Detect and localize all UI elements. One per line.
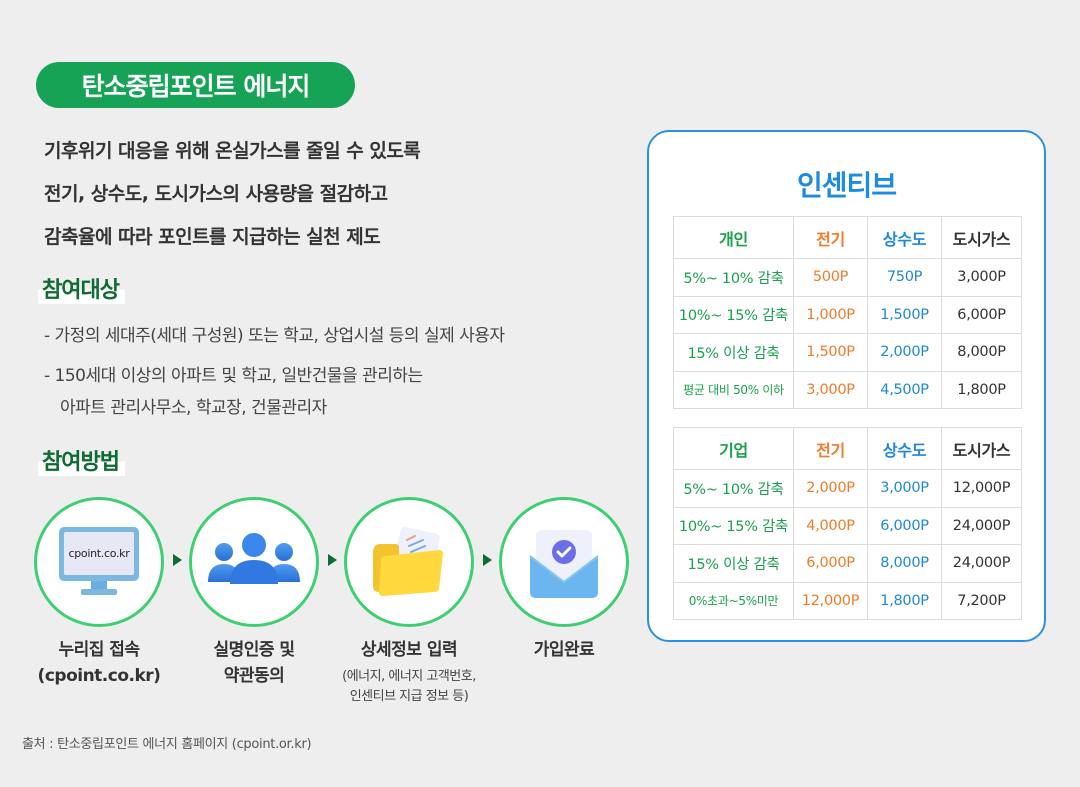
cell-gas: 24,000P: [941, 544, 1022, 583]
step-circle: [344, 497, 474, 627]
page-title: 탄소중립포인트 에너지: [36, 62, 355, 108]
monitor-icon: cpoint.co.kr: [59, 527, 139, 597]
envelope-check-icon: [529, 530, 599, 598]
cell-reduction: 0%초과~5%미만: [673, 581, 794, 620]
cell-water: 8,000P: [867, 544, 942, 583]
cell-gas: 12,000P: [941, 469, 1022, 508]
header-category: 개인: [673, 216, 794, 259]
step-label-line: 상세정보 입력: [360, 640, 458, 660]
step-label: 가입완료: [499, 637, 629, 663]
intro-line: 기후위기 대응을 위해 온실가스를 줄일 수 있도록: [44, 140, 421, 162]
cell-gas: 1,800P: [941, 370, 1022, 409]
cell-water: 2,000P: [867, 333, 942, 372]
method-heading: 참여방법: [38, 444, 125, 476]
incentive-title: 인센티브: [796, 169, 897, 202]
arrow-right-icon: [483, 554, 492, 566]
personal-incentive-table: 개인 전기 상수도 도시가스 5%~ 10% 감축 500P 750P 3,00…: [673, 216, 1022, 409]
step-label-line: 누리집 접속: [58, 640, 140, 660]
step-2: 실명인증 및 약관동의: [189, 497, 319, 689]
cell-reduction: 15% 이상 감축: [673, 333, 794, 372]
target-item-text: - 가정의 세대주(세대 구성원) 또는 학교, 상업시설 등의 실제 사용자: [44, 326, 505, 346]
table-row: 0%초과~5%미만 12,000P 1,800P 7,200P: [673, 581, 1022, 620]
cell-reduction: 10%~ 15% 감축: [673, 506, 794, 545]
cell-reduction: 5%~ 10% 감축: [673, 469, 794, 508]
cell-electricity: 1,000P: [793, 295, 868, 334]
header-electricity: 전기: [793, 427, 868, 470]
step-circle: cpoint.co.kr: [34, 497, 164, 627]
table-row: 평균 대비 50% 이하 3,000P 4,500P 1,800P: [673, 370, 1022, 409]
method-steps: cpoint.co.kr 누리집 접속 (cpoint.co.kr): [34, 497, 634, 717]
cell-water: 1,800P: [867, 581, 942, 620]
cell-electricity: 6,000P: [793, 544, 868, 583]
table-header-row: 기업 전기 상수도 도시가스: [673, 427, 1022, 470]
table-row: 5%~ 10% 감축 2,000P 3,000P 12,000P: [673, 469, 1022, 508]
cell-reduction: 평균 대비 50% 이하: [673, 370, 794, 409]
header-gas: 도시가스: [941, 216, 1022, 259]
step-circle: [189, 497, 319, 627]
cell-water: 6,000P: [867, 506, 942, 545]
target-item-text-cont: 아파트 관리사무소, 학교장, 건물관리자: [60, 398, 327, 418]
cell-reduction: 10%~ 15% 감축: [673, 295, 794, 334]
business-incentive-table: 기업 전기 상수도 도시가스 5%~ 10% 감축 2,000P 3,000P …: [673, 427, 1022, 620]
target-item: - 가정의 세대주(세대 구성원) 또는 학교, 상업시설 등의 실제 사용자: [44, 320, 505, 352]
cell-water: 4,500P: [867, 370, 942, 409]
cell-water: 3,000P: [867, 469, 942, 508]
header-gas: 도시가스: [941, 427, 1022, 470]
cell-electricity: 500P: [793, 258, 868, 297]
cell-electricity: 3,000P: [793, 370, 868, 409]
arrow-right-icon: [173, 554, 182, 566]
intro-line: 감축율에 따라 포인트를 지급하는 실천 제도: [44, 226, 381, 248]
table-row: 15% 이상 감축 1,500P 2,000P 8,000P: [673, 333, 1022, 372]
cell-reduction: 5%~ 10% 감축: [673, 258, 794, 297]
table-row: 10%~ 15% 감축 1,000P 1,500P 6,000P: [673, 295, 1022, 334]
step-4: 가입완료: [499, 497, 629, 663]
cell-gas: 6,000P: [941, 295, 1022, 334]
cell-gas: 3,000P: [941, 258, 1022, 297]
intro-line: 전기, 상수도, 도시가스의 사용량을 절감하고: [44, 183, 388, 205]
cell-electricity: 4,000P: [793, 506, 868, 545]
users-icon: [208, 533, 300, 584]
step-sublabel: (에너지, 에너지 고객번호, 인센티브 지급 정보 등): [324, 667, 494, 707]
step-label: 실명인증 및 약관동의: [189, 637, 319, 689]
step-label-line: 가입완료: [533, 640, 595, 660]
step-sublabel-line: (에너지, 에너지 고객번호,: [342, 669, 476, 684]
table-header-row: 개인 전기 상수도 도시가스: [673, 216, 1022, 259]
cell-water: 1,500P: [867, 295, 942, 334]
folder-icon: [373, 527, 443, 596]
step-1: cpoint.co.kr 누리집 접속 (cpoint.co.kr): [34, 497, 164, 689]
cell-water: 750P: [867, 258, 942, 297]
step-label-line: 약관동의: [223, 666, 285, 686]
table-row: 15% 이상 감축 6,000P 8,000P 24,000P: [673, 544, 1022, 583]
cell-electricity: 2,000P: [793, 469, 868, 508]
target-item-text: - 150세대 이상의 아파트 및 학교, 일반건물을 관리하는: [44, 366, 423, 386]
cell-gas: 8,000P: [941, 333, 1022, 372]
step-label: 누리집 접속 (cpoint.co.kr): [34, 637, 164, 689]
incentive-panel: 인센티브 개인 전기 상수도 도시가스 5%~ 10% 감축 500P 750P…: [647, 130, 1046, 642]
step-3: 상세정보 입력 (에너지, 에너지 고객번호, 인센티브 지급 정보 등): [342, 497, 476, 707]
cell-electricity: 12,000P: [793, 581, 868, 620]
cell-electricity: 1,500P: [793, 333, 868, 372]
cell-gas: 24,000P: [941, 506, 1022, 545]
targets-list: - 가정의 세대주(세대 구성원) 또는 학교, 상업시설 등의 실제 사용자 …: [44, 320, 505, 424]
header-water: 상수도: [867, 427, 942, 470]
header-water: 상수도: [867, 216, 942, 259]
table-row: 10%~ 15% 감축 4,000P 6,000P 24,000P: [673, 506, 1022, 545]
step-label-line: (cpoint.co.kr): [37, 666, 161, 686]
target-item: - 150세대 이상의 아파트 및 학교, 일반건물을 관리하는 아파트 관리사…: [44, 360, 505, 424]
step-sublabel-line: 인센티브 지급 정보 등): [349, 689, 469, 704]
step-label: 상세정보 입력: [344, 637, 474, 663]
cell-gas: 7,200P: [941, 581, 1022, 620]
step-circle: [499, 497, 629, 627]
table-row: 5%~ 10% 감축 500P 750P 3,000P: [673, 258, 1022, 297]
header-category: 기업: [673, 427, 794, 470]
intro-text: 기후위기 대응을 위해 온실가스를 줄일 수 있도록 전기, 상수도, 도시가스…: [44, 130, 421, 259]
monitor-url-text: cpoint.co.kr: [64, 532, 134, 575]
header-electricity: 전기: [793, 216, 868, 259]
arrow-right-icon: [328, 554, 337, 566]
cell-reduction: 15% 이상 감축: [673, 544, 794, 583]
source-footer: 출처 : 탄소중립포인트 에너지 홈페이지 (cpoint.or.kr): [22, 737, 312, 752]
targets-heading: 참여대상: [38, 272, 125, 304]
step-label-line: 실명인증 및: [213, 640, 295, 660]
